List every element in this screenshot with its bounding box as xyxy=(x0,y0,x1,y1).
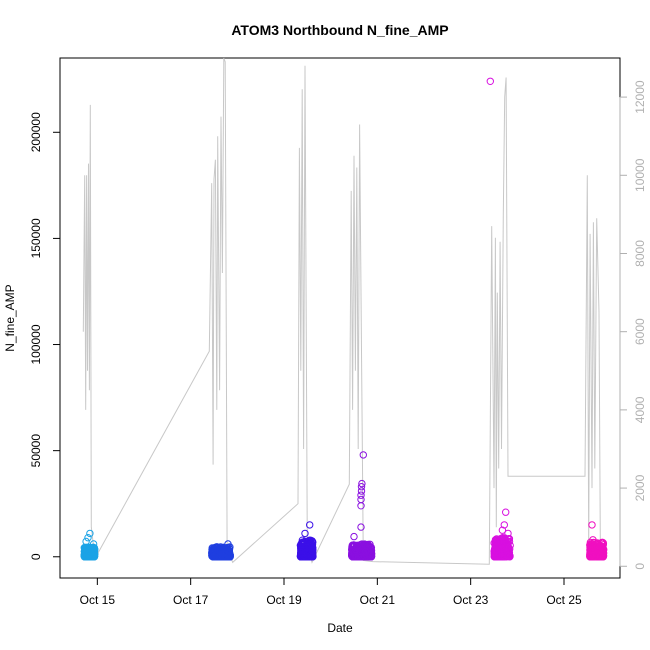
data-point xyxy=(224,553,232,561)
y-axis-left: 0 50000 100000 150000 200000 xyxy=(29,112,61,560)
data-point xyxy=(504,529,512,538)
data-point xyxy=(84,548,92,557)
data-point xyxy=(500,521,508,529)
data-point xyxy=(352,549,360,557)
data-point xyxy=(358,479,366,488)
data-point xyxy=(589,536,597,544)
data-point xyxy=(494,543,502,551)
y-tick-label: 100000 xyxy=(29,324,43,364)
data-point xyxy=(357,483,366,491)
y2-tick-label: 6000 xyxy=(633,318,647,345)
data-point xyxy=(82,537,90,546)
secondary-series-line xyxy=(82,57,601,565)
y-axis-label: N_fine_AMP xyxy=(3,284,17,351)
y-tick-label: 0 xyxy=(29,553,43,560)
data-point xyxy=(365,547,373,555)
x-axis-label: Date xyxy=(327,621,353,635)
data-point xyxy=(301,529,309,538)
data-point xyxy=(226,549,234,557)
data-point xyxy=(300,551,308,559)
data-point xyxy=(492,551,501,560)
points-layer xyxy=(80,77,608,561)
data-point xyxy=(359,451,367,459)
series-5 xyxy=(486,77,514,561)
data-point xyxy=(588,521,596,529)
data-point xyxy=(360,540,369,548)
y-tick-label: 150000 xyxy=(29,218,43,258)
data-point xyxy=(224,540,232,548)
chart-title: ATOM3 Northbound N_fine_AMP xyxy=(231,22,448,38)
data-point xyxy=(498,526,507,534)
data-point xyxy=(357,495,365,504)
x-tick-label: Oct 21 xyxy=(360,593,396,607)
data-point xyxy=(495,538,503,546)
x-tick-label: Oct 15 xyxy=(80,593,116,607)
data-point xyxy=(589,550,597,558)
y2-tick-label: 2000 xyxy=(633,474,647,501)
y2-tick-label: 0 xyxy=(633,563,647,570)
series-6 xyxy=(586,521,608,561)
data-point xyxy=(486,77,494,86)
data-point xyxy=(298,548,306,557)
y2-tick-label: 4000 xyxy=(633,396,647,423)
x-tick-label: Oct 19 xyxy=(266,593,302,607)
data-point xyxy=(84,534,92,542)
y-axis-right: 0 2000 4000 6000 8000 10000 12000 xyxy=(619,80,647,570)
x-axis: Oct 15 Oct 17 Oct 19 Oct 21 Oct 23 Oct 25 xyxy=(80,577,582,607)
data-point xyxy=(357,547,365,556)
data-point xyxy=(503,537,512,545)
data-point xyxy=(357,523,365,531)
data-point xyxy=(350,532,358,541)
x-tick-label: Oct 17 xyxy=(173,593,209,607)
data-point xyxy=(217,553,225,561)
data-point xyxy=(502,508,510,516)
data-point xyxy=(303,543,311,552)
data-point xyxy=(596,553,605,561)
x-tick-label: Oct 25 xyxy=(546,593,582,607)
data-point xyxy=(498,545,506,553)
secondary-line-layer xyxy=(82,57,601,565)
data-point xyxy=(353,541,361,549)
data-point xyxy=(361,548,370,556)
y2-tick-label: 10000 xyxy=(633,158,647,192)
data-point xyxy=(89,540,98,548)
data-point xyxy=(301,538,309,546)
x-tick-label: Oct 23 xyxy=(453,593,489,607)
data-point xyxy=(89,548,97,556)
y2-tick-label: 8000 xyxy=(633,240,647,267)
series-4 xyxy=(348,451,376,561)
plot-frame xyxy=(59,57,621,579)
data-point xyxy=(86,529,94,538)
y-tick-label: 200000 xyxy=(29,112,43,152)
data-point xyxy=(591,542,599,550)
data-point xyxy=(597,542,605,550)
data-point xyxy=(599,552,607,560)
series-3 xyxy=(296,521,317,561)
y-tick-label: 50000 xyxy=(29,434,43,468)
data-point xyxy=(350,542,358,550)
series-1 xyxy=(80,529,99,561)
data-point xyxy=(298,539,306,547)
data-point xyxy=(306,521,314,529)
data-point xyxy=(357,487,366,495)
y2-tick-label: 12000 xyxy=(633,80,647,114)
data-point xyxy=(216,548,225,556)
data-point xyxy=(306,536,314,545)
series-2 xyxy=(208,540,234,561)
data-point xyxy=(504,552,512,560)
data-point xyxy=(357,491,365,499)
